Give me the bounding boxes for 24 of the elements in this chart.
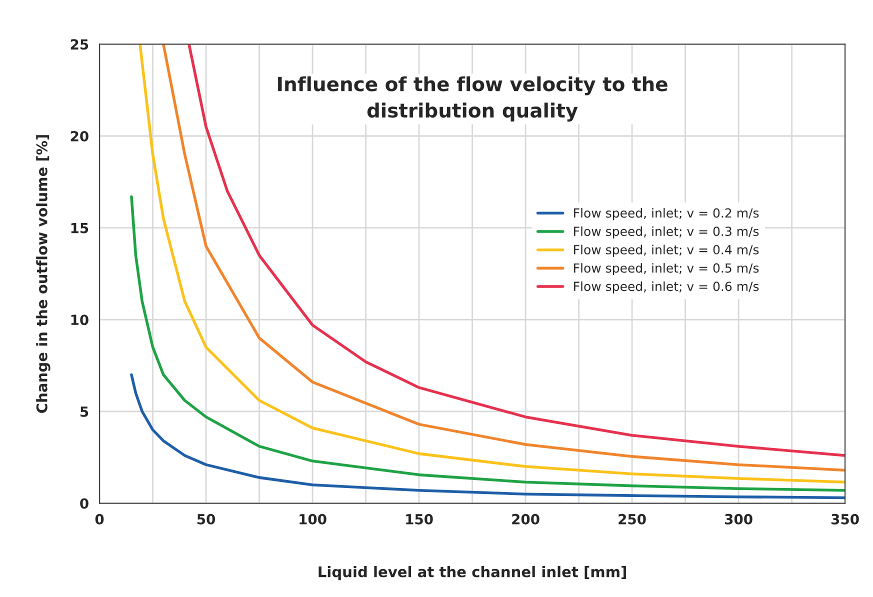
y-tick-label: 5 <box>80 406 88 417</box>
y-tick-label: 25 <box>70 39 88 50</box>
legend-label: Flow speed, inlet; v = 0.3 m/s <box>574 226 759 238</box>
y-axis-title: Change in the outflow volume [%] <box>36 135 50 413</box>
legend-label: Flow speed, inlet; v = 0.5 m/s <box>574 263 759 276</box>
x-tick-label: 250 <box>618 514 646 524</box>
y-tick-label: 20 <box>70 130 88 142</box>
x-tick-label: 350 <box>831 514 859 524</box>
line-series <box>130 195 846 492</box>
legend-label: Flow speed, inlet; v = 0.6 m/s <box>574 281 759 294</box>
x-tick-label: 300 <box>724 514 752 524</box>
y-tick-label: 15 <box>71 222 88 234</box>
x-tick-label: 200 <box>512 514 540 524</box>
x-axis-title: Liquid level at the channel inlet [mm] <box>318 566 626 580</box>
x-tick-label: 0 <box>95 514 104 524</box>
x-tick-label: 150 <box>406 514 433 524</box>
x-tick-label: 50 <box>197 514 216 524</box>
y-tick-label: 0 <box>80 498 88 509</box>
line-series <box>130 373 846 500</box>
text: Influence of the flow velocity to the distribution quality <box>278 76 668 122</box>
legend-label: Flow speed, inlet; v = 0.2 m/s <box>574 208 759 220</box>
legend-label: Flow speed, inlet; v = 0.4 m/s <box>574 244 759 257</box>
y-tick-label: 10 <box>71 314 88 326</box>
x-tick-label: 100 <box>300 514 326 524</box>
